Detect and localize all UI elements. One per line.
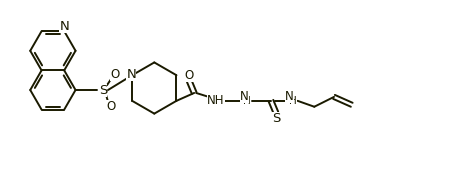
Text: H: H (244, 96, 251, 106)
Text: N: N (126, 68, 136, 81)
Text: O: O (110, 68, 120, 81)
Text: H: H (289, 96, 296, 106)
Text: O: O (185, 69, 194, 82)
Text: N: N (240, 90, 249, 103)
Text: O: O (106, 100, 115, 113)
Text: NH: NH (207, 94, 225, 107)
Text: N: N (285, 90, 294, 103)
Text: S: S (99, 84, 107, 96)
Text: S: S (272, 112, 280, 125)
Text: N: N (59, 20, 69, 33)
